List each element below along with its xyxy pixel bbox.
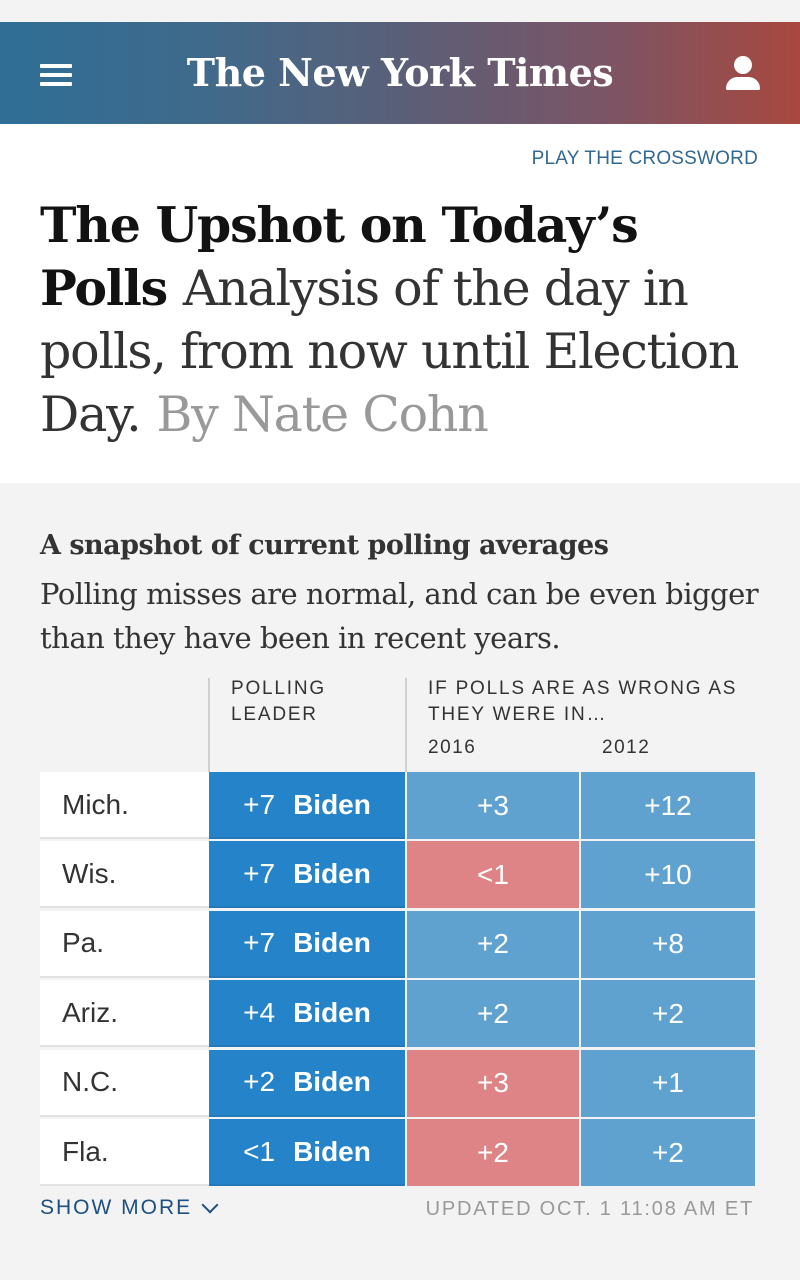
table-row: Wis. +7 Biden <1 +10: [40, 841, 755, 909]
state-cell: Ariz.: [40, 980, 209, 1048]
column-divider: [405, 678, 407, 772]
column-divider: [208, 678, 210, 772]
article-headline: The Upshot on Today’s Polls Analysis of …: [40, 194, 760, 446]
value-2016-cell: +2: [407, 980, 579, 1048]
leader-name: Biden: [293, 857, 371, 889]
year-2016-header: 2016: [428, 737, 477, 758]
leader-name: Biden: [293, 788, 371, 820]
table-row: Pa. +7 Biden +2 +8: [40, 910, 755, 978]
hamburger-menu-icon[interactable]: [40, 64, 72, 86]
leader-cell: <1 Biden: [209, 1119, 405, 1186]
leader-margin: <1: [243, 1135, 276, 1167]
value-2012-cell: +10: [581, 841, 755, 909]
polling-leader-header: POLLING LEADER: [231, 678, 326, 725]
updated-timestamp: UPDATED OCT. 1 11:08 AM ET: [425, 1198, 754, 1220]
leader-margin: +7: [243, 857, 276, 889]
value-2016-cell: +3: [407, 1049, 579, 1117]
leader-name: Biden: [293, 927, 371, 959]
site-header: The New York Times: [0, 22, 800, 124]
state-cell: Pa.: [40, 910, 209, 978]
table-row: Ariz. +4 Biden +2 +2: [40, 980, 755, 1048]
article-title: The Upshot on Today’s Polls: [40, 196, 639, 317]
article-header-area: [0, 124, 800, 483]
show-more-button[interactable]: SHOW MORE: [40, 1196, 219, 1220]
chevron-down-icon: [201, 1196, 219, 1214]
table-row: Mich. +7 Biden +3 +12: [40, 772, 755, 839]
table-row: Fla. <1 Biden +2 +2: [40, 1119, 755, 1186]
state-cell: Fla.: [40, 1119, 209, 1186]
leader-cell: +7 Biden: [209, 910, 405, 978]
leader-name: Biden: [293, 996, 371, 1028]
leader-margin: +7: [243, 927, 276, 959]
state-cell: N.C.: [40, 1049, 209, 1117]
polls-wrong-header: IF POLLS ARE AS WRONG AS THEY WERE IN…: [428, 678, 738, 725]
leader-cell: +7 Biden: [209, 841, 405, 909]
play-crossword-link[interactable]: PLAY THE CROSSWORD: [531, 148, 758, 169]
value-2012-cell: +1: [581, 1049, 755, 1117]
leader-name: Biden: [293, 1066, 371, 1098]
value-2012-cell: +12: [581, 772, 755, 839]
value-2012-cell: +8: [581, 910, 755, 978]
value-2016-cell: +2: [407, 910, 579, 978]
leader-cell: +7 Biden: [209, 772, 405, 839]
state-cell: Wis.: [40, 841, 209, 909]
leader-margin: +7: [243, 788, 276, 820]
value-2012-cell: +2: [581, 1119, 755, 1186]
leader-margin: +2: [243, 1066, 276, 1098]
leader-cell: +2 Biden: [209, 1049, 405, 1117]
snapshot-subtitle: Polling misses are normal, and can be ev…: [40, 577, 759, 655]
article-dek: Analysis of the day in polls, from now u…: [40, 260, 739, 443]
snapshot-title: A snapshot of current polling averages: [40, 530, 609, 561]
value-2012-cell: +2: [581, 980, 755, 1048]
leader-cell: +4 Biden: [209, 980, 405, 1048]
status-strip: [0, 0, 800, 22]
leader-name: Biden: [293, 1135, 371, 1167]
user-account-icon[interactable]: [726, 56, 760, 92]
show-more-label: SHOW MORE: [40, 1196, 193, 1219]
nyt-logo[interactable]: The New York Times: [186, 50, 614, 95]
value-2016-cell: +2: [407, 1119, 579, 1186]
state-cell: Mich.: [40, 772, 209, 839]
value-2016-cell: +3: [407, 772, 579, 839]
value-2016-cell: <1: [407, 841, 579, 909]
leader-margin: +4: [243, 996, 276, 1028]
year-2012-header: 2012: [602, 737, 651, 758]
table-row: N.C. +2 Biden +3 +1: [40, 1049, 755, 1117]
article-byline[interactable]: By Nate Cohn: [156, 386, 489, 443]
